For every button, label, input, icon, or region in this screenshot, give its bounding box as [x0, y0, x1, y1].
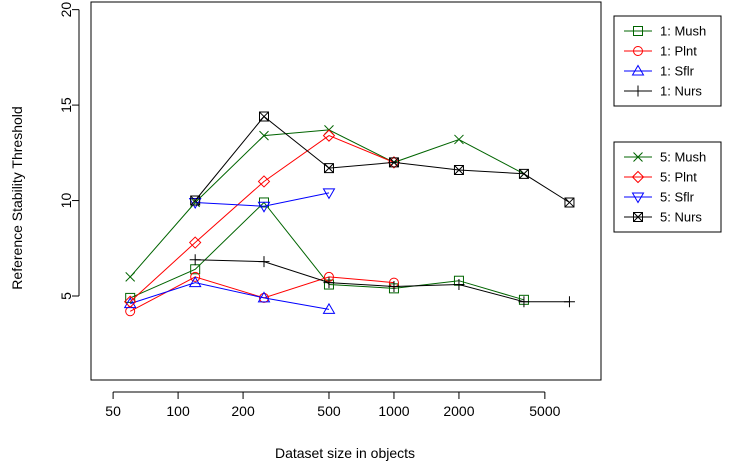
data-point — [388, 280, 400, 292]
series-7 — [190, 111, 575, 208]
legend-label: 1: Plnt — [660, 44, 697, 59]
data-point — [454, 134, 464, 145]
data-point — [123, 295, 137, 308]
series-layer — [123, 111, 575, 317]
series-3 — [189, 254, 575, 308]
axes-layer: 50 100 200 500 1000 2000 5000 5 10 15 20 — [58, 2, 561, 419]
data-point — [323, 277, 335, 289]
data-point — [322, 188, 336, 200]
legend: 1: Mush 1: Plnt 1: Sflr 1: Nurs 5: Mush 5: Pl… — [613, 15, 722, 233]
x-tick-label: 5000 — [529, 403, 560, 419]
legend-marker — [631, 192, 645, 204]
x-tick-label: 500 — [317, 403, 341, 419]
data-point — [322, 302, 336, 314]
data-point — [259, 130, 269, 141]
y-tick-label: 20 — [58, 2, 74, 18]
y-tick-label: 5 — [58, 292, 74, 300]
series-line — [130, 282, 330, 310]
data-point — [518, 168, 529, 179]
data-point — [387, 156, 401, 169]
legend-label: 5: Mush — [660, 150, 706, 165]
data-point — [453, 279, 465, 291]
legend-marker — [631, 64, 645, 76]
plot-area — [90, 1, 602, 381]
legend-label: 5: Sflr — [660, 190, 695, 205]
legend-marker — [633, 26, 643, 36]
x-tick-label: 50 — [105, 403, 121, 419]
data-point — [257, 175, 271, 188]
series-2 — [123, 276, 336, 314]
data-point — [258, 256, 270, 268]
legend-marker — [631, 170, 645, 184]
data-point — [125, 272, 136, 282]
x-tick-label: 100 — [166, 403, 190, 419]
y-tick-label: 10 — [58, 193, 74, 209]
data-point — [190, 195, 201, 206]
legend-label: 1: Nurs — [660, 84, 702, 99]
data-point — [257, 291, 271, 303]
data-point — [323, 163, 334, 174]
data-point — [453, 165, 464, 175]
legend-marker — [632, 85, 644, 97]
x-axis-label: Dataset size in objects — [275, 445, 415, 461]
y-tick-label: 15 — [58, 97, 74, 113]
y-axis-label: Reference Stability Threshold — [9, 106, 25, 289]
data-point — [188, 276, 202, 288]
data-point — [258, 111, 269, 122]
legend-label: 5: Plnt — [660, 170, 697, 185]
data-point — [518, 296, 530, 308]
legend-marker — [633, 212, 643, 222]
x-tick-label: 2000 — [443, 403, 474, 419]
data-point — [189, 254, 201, 266]
series-line — [129, 135, 395, 303]
data-point — [190, 271, 201, 282]
legend-label: 1: Mush — [660, 24, 706, 39]
series-line — [195, 192, 330, 207]
data-point — [563, 296, 575, 308]
data-point — [388, 157, 399, 168]
x-tick-label: 200 — [231, 403, 255, 419]
data-point — [188, 236, 202, 249]
legend-label: 5: Nurs — [660, 210, 702, 225]
data-point — [322, 129, 336, 142]
x-tick-label: 1000 — [378, 403, 409, 419]
legend-marker — [633, 46, 643, 56]
series-5 — [123, 129, 401, 308]
data-point — [257, 201, 271, 213]
plot-frame — [90, 1, 602, 381]
legend-marker — [633, 152, 643, 162]
legend-label: 1: Sflr — [660, 64, 695, 79]
data-point — [564, 197, 575, 208]
